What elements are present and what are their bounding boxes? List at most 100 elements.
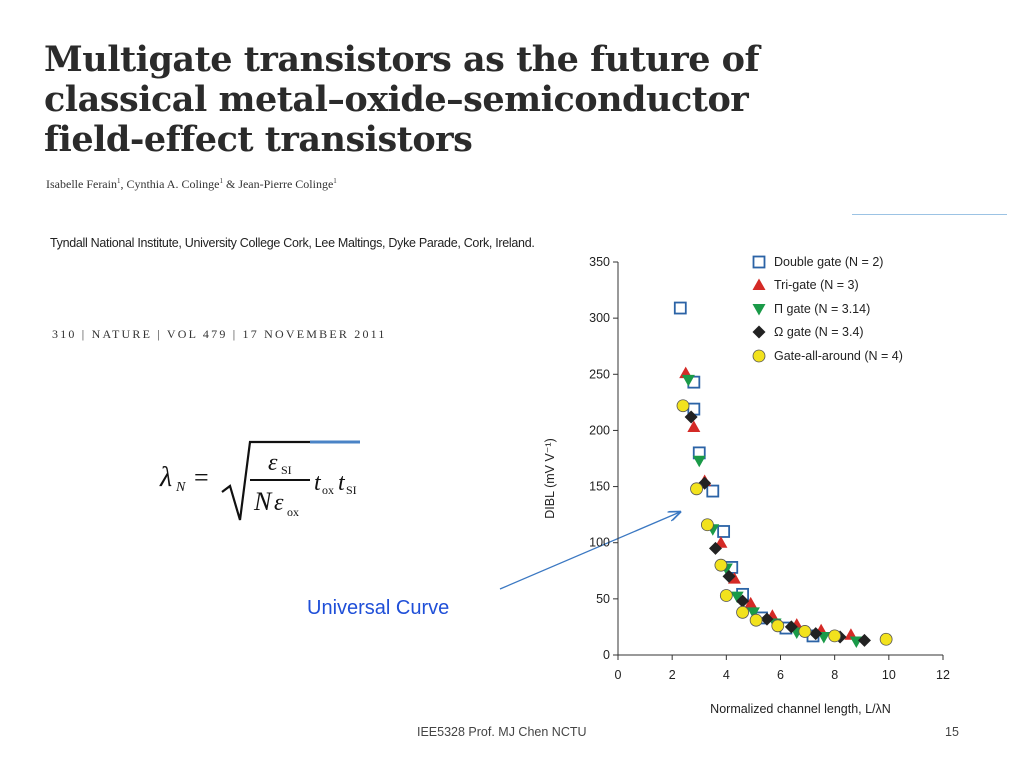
data-point [736,605,749,619]
data-point [717,525,731,538]
author-separator: , [120,177,127,191]
paper-title-line-2: classical metal–oxide–semiconductor [44,79,749,120]
data-point [690,482,703,496]
annotation-arrow [499,512,680,590]
legend-item: Tri-gate (N = 3) [750,274,903,298]
legend-label: Double gate (N = 2) [774,254,884,269]
data-point [749,613,763,627]
chart-points [673,301,893,649]
data-point [746,607,760,619]
x-tick-label: 8 [831,668,838,682]
lambda-formula: λ N = ε SI N ε ox t ox t SI [159,440,360,521]
legend-label: Ω gate (N = 3.4) [774,325,864,340]
citation: 310 | NATURE | VOL 479 | 17 NOVEMBER 201… [52,327,387,341]
paper-title: Multigate transistors as the future of c… [44,39,760,160]
x-tick-label: 12 [936,668,950,682]
formula-denominator-n: N [253,487,273,516]
x-tick-label: 10 [882,668,896,682]
data-point [681,374,695,387]
data-point [692,455,706,468]
affiliation: Tyndall National Institute, University C… [50,236,535,250]
data-point [744,596,758,609]
x-tick-label: 0 [615,668,622,682]
data-point [700,518,714,532]
author-separator: & [222,177,239,191]
formula-denominator-sub: ox [287,505,299,519]
data-point [684,410,698,424]
data-point [673,301,687,315]
footer-course: IEE5328 Prof. MJ Chen NCTU [417,725,587,739]
data-point [722,569,736,583]
chart-legend: Double gate (N = 2) Tri-gate (N = 3) Π gat… [750,250,903,368]
formula-tsi: t [338,470,346,496]
y-axis-label: DIBL (mV V⁻¹) [543,438,557,518]
data-point [727,572,741,584]
formula-root-sign [221,440,360,521]
y-tick-label: 250 [589,367,610,381]
x-tick-label: 6 [777,668,784,682]
y-tick-label: 100 [589,536,610,550]
data-point [730,591,744,604]
formula-numerator-eps: ε [268,450,278,476]
y-tick-label: 0 [603,648,610,662]
legend-marker-shape [752,325,766,339]
legend-item: Ω gate (N = 3.4) [750,321,903,345]
paper-title-line-3: field-effect transistors [44,119,473,160]
formula-lambda: λ [159,462,172,493]
author-affiliation-mark: 1 [333,177,337,185]
x-axis-label: Normalized channel length, L/λN [710,702,891,716]
data-point [714,558,728,572]
data-point [760,612,774,626]
chart-axes: 0 50 100 150 200 250 300 350 0 2 4 6 8 10 12 [589,255,950,682]
data-point [706,484,720,498]
paper-title-line-1: Multigate transistors as the future of [44,39,760,80]
author-1: Isabelle Ferain [46,177,117,191]
formula-tsi-sub: SI [346,483,357,497]
author-3: Jean-Pierre Colinge [238,177,334,191]
y-tick-label: 300 [589,311,610,325]
data-point [676,399,690,413]
data-point [771,619,785,633]
author-2: Cynthia A. Colinge [126,177,220,191]
author-affiliation-mark: 1 [219,177,223,185]
decorative-divider [852,214,1007,215]
page-number: 15 [945,725,959,739]
data-point [857,633,871,647]
legend-marker [752,278,766,291]
legend-marker [752,255,766,269]
data-point [798,625,812,638]
legend-item: Π gate (N = 3.14) [750,297,903,321]
y-tick-label: 50 [596,592,610,606]
legend-marker-shape [752,303,766,316]
legend-item: Double gate (N = 2) [750,250,903,274]
y-tick-label: 150 [589,480,610,494]
legend-marker-shape [752,349,766,363]
author-list: Isabelle Ferain1, Cynthia A. Colinge1 & … [46,177,337,192]
data-point [879,632,893,646]
formula-tox-sub: ox [322,483,334,497]
legend-label: Tri-gate (N = 3) [774,278,859,293]
legend-item: Gate-all-around (N = 4) [750,344,903,368]
data-point [719,589,733,602]
legend-label: Π gate (N = 3.14) [774,301,871,316]
formula-denominator-eps: ε [274,490,284,516]
legend-marker [752,303,766,316]
legend-marker-shape [752,278,766,291]
chart-axis-labels: Normalized channel length, L/λN DIBL (mV… [543,438,891,716]
legend-marker-shape [752,255,766,269]
formula-lambda-sub: N [175,480,186,495]
data-point [828,629,842,643]
x-tick-label: 2 [669,668,676,682]
formula-numerator-sub: SI [281,463,292,477]
legend-marker [752,325,766,339]
data-point [784,620,798,634]
legend-marker [752,349,766,363]
formula-equals: = [194,463,209,492]
x-tick-label: 4 [723,668,730,682]
data-point [687,420,701,433]
data-point [809,627,823,641]
legend-label: Gate-all-around (N = 4) [774,348,903,363]
dibl-scatter-chart: 0 50 100 150 200 250 300 350 0 2 4 6 8 10 12 Normalize… [543,255,950,716]
formula-tox: t [314,470,322,496]
